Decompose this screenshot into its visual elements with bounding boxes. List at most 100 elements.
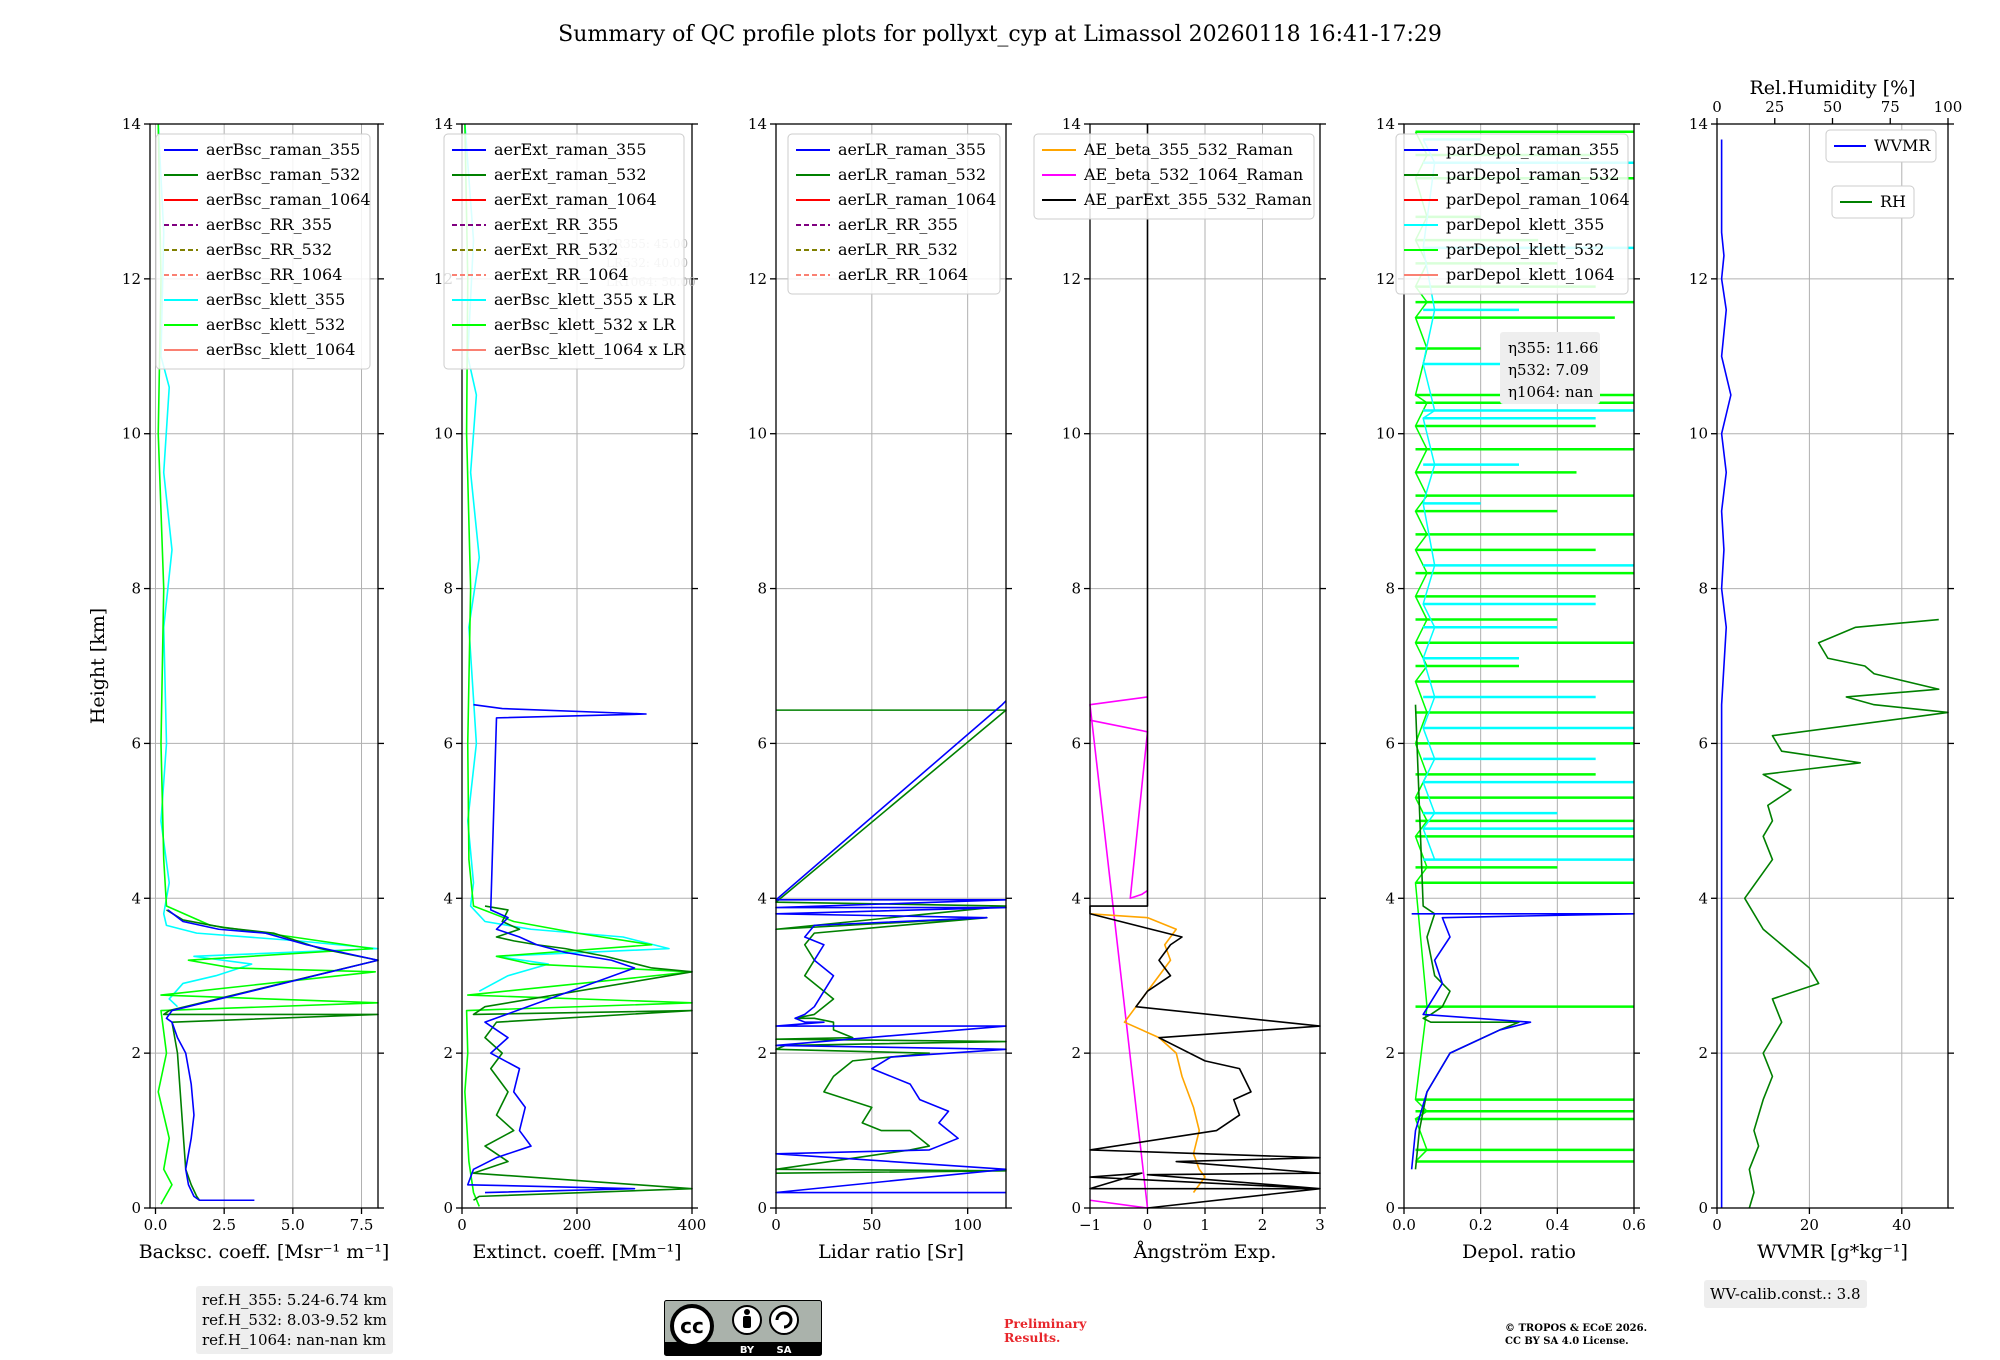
- panel-5-legend-label: parDepol_raman_532: [1446, 165, 1619, 184]
- panel-3-legend-label: aerLR_RR_1064: [838, 265, 968, 284]
- panel-4-series-ae-parext-355-532-raman: [1089, 124, 1321, 1209]
- svg-text:cc: cc: [680, 1314, 704, 1338]
- panel-3-legend-box: [787, 133, 1001, 295]
- panel-6-ytick-label: 2: [1698, 1044, 1708, 1062]
- ref-height-1064: ref.H_1064: nan-nan km: [202, 1331, 387, 1349]
- panel-2-legend-box: [443, 133, 685, 370]
- panel-5-xlabel: Depol. ratio: [1462, 1241, 1576, 1263]
- panel-5-eta-text: η532: 7.09: [1508, 361, 1589, 379]
- panel-1-ytick-label: 14: [122, 115, 141, 133]
- panel-2-series-aerext-raman-355: [466, 703, 647, 1194]
- panel-4-legend-label: AE_beta_355_532_Raman: [1083, 140, 1293, 159]
- panel-4-ytick-label: 8: [1071, 580, 1081, 598]
- panel-2-legend-label: aerExt_RR_1064: [494, 265, 629, 284]
- panel-2-legend-label: aerBsc_klett_1064 x LR: [494, 340, 686, 359]
- panel-2-ytick-label: 4: [443, 889, 453, 907]
- panel-5-xtick-label: 0.2: [1469, 1216, 1493, 1234]
- panel-5-legend-label: parDepol_klett_1064: [1446, 265, 1615, 284]
- panel-4-legend-label: AE_beta_532_1064_Raman: [1083, 165, 1303, 184]
- panel-2-ytick-label: 8: [443, 580, 453, 598]
- panel-3-ytick-label: 12: [748, 270, 767, 288]
- panel-3-legend-label: aerLR_raman_1064: [838, 190, 996, 209]
- panel-3-ytick-label: 2: [757, 1044, 767, 1062]
- panel-2-ytick-label: 10: [434, 425, 453, 443]
- panel-2-series-aerbsc-klett-532-x-lr: [464, 123, 693, 1207]
- panel-5-ytick-label: 2: [1385, 1044, 1395, 1062]
- panel-1-frame: [149, 123, 379, 1209]
- panel-6-ytick-label: 4: [1698, 889, 1708, 907]
- panel-2-xtick-label: 0: [457, 1216, 467, 1234]
- figure-title: Summary of QC profile plots for pollyxt_…: [558, 22, 1442, 47]
- panel-1-xtick-label: 2.5: [212, 1216, 236, 1234]
- panel-6-ytick-label: 6: [1698, 734, 1708, 752]
- panel-3-frame: [775, 123, 1007, 1209]
- panel-6-top-xtick-label: 100: [1934, 98, 1963, 116]
- panel-6-xtick-label: 40: [1892, 1216, 1911, 1234]
- panel-6-top-xtick-label: 50: [1823, 98, 1842, 116]
- panel-1-legend-label: aerBsc_RR_532: [206, 240, 332, 259]
- panel-6-xlabel: WVMR [g*kg⁻¹]: [1757, 1241, 1908, 1263]
- panel-1-ytick-label: 10: [122, 425, 141, 443]
- panel-1-series-aerbsc-raman-355: [165, 909, 379, 1202]
- ref-height-355: ref.H_355: 5.24-6.74 km: [202, 1291, 387, 1309]
- panel-3-legend-label: aerLR_raman_355: [838, 140, 986, 159]
- panel-2-legend-label: aerBsc_klett_532 x LR: [494, 315, 676, 334]
- panel-1-ytick-label: 2: [131, 1044, 141, 1062]
- panel-6-ytick-label: 14: [1689, 115, 1708, 133]
- panel-2-ytick-label: 0: [443, 1199, 453, 1217]
- panel-3-ytick-label: 6: [757, 734, 767, 752]
- panel-2-legend-label: aerExt_raman_1064: [494, 190, 657, 209]
- panel-4-legend-box: [1033, 133, 1315, 220]
- panel-5-ytick-label: 14: [1376, 115, 1395, 133]
- panel-5-eta-text: η355: 11.66: [1508, 339, 1598, 357]
- panel-3-legend-label: aerLR_raman_532: [838, 165, 986, 184]
- panel-4-xtick-label: 2: [1258, 1216, 1268, 1234]
- panel-4-ytick-label: 10: [1062, 425, 1081, 443]
- panel-6-legend-label-wvmr: WVMR: [1874, 136, 1931, 155]
- panel-5-series-pardepol-raman-355: [1410, 912, 1635, 1170]
- panel-5-ytick-label: 0: [1385, 1199, 1395, 1217]
- panel-6-ytick-label: 8: [1698, 580, 1708, 598]
- panel-4-ytick-label: 14: [1062, 115, 1081, 133]
- panel-6-top-xtick-label: 75: [1881, 98, 1900, 116]
- panel-2-legend-label: aerBsc_klett_355 x LR: [494, 290, 676, 309]
- preliminary-line-1: Preliminary: [1004, 1316, 1087, 1331]
- panel-1-ytick-label: 8: [131, 580, 141, 598]
- panel-1-legend-label: aerBsc_RR_1064: [206, 265, 342, 284]
- panel-5-ytick-label: 10: [1376, 425, 1395, 443]
- panel-6-xtick-label: 0: [1712, 1216, 1722, 1234]
- panel-3-ytick-label: 10: [748, 425, 767, 443]
- panel-6-top-xlabel: Rel.Humidity [%]: [1749, 77, 1915, 99]
- ref-height-532: ref.H_532: 8.03-9.52 km: [202, 1311, 387, 1329]
- panel-5-ytick-label: 6: [1385, 734, 1395, 752]
- panel-1-xlabel: Backsc. coeff. [Msr⁻¹ m⁻¹]: [139, 1241, 390, 1263]
- panel-5-xtick-label: 0.0: [1392, 1216, 1416, 1234]
- panel-3-xtick-label: 0: [771, 1216, 781, 1234]
- panel-3-legend-label: aerLR_RR_532: [838, 240, 958, 259]
- copyright-line-1: © TROPOS & ECoE 2026.: [1505, 1323, 1648, 1334]
- copyright-notice: © TROPOS & ECoE 2026. CC BY SA 4.0 Licen…: [1505, 1322, 1647, 1348]
- wv-calib-text: WV-calib.const.: 3.8: [1710, 1285, 1861, 1303]
- panel-6-legend-label-rh: RH: [1880, 192, 1906, 211]
- panel-1-ytick-label: 4: [131, 889, 141, 907]
- panel-2-xtick-label: 200: [563, 1216, 592, 1234]
- panel-4-ytick-label: 12: [1062, 270, 1081, 288]
- panel-4-xtick-label: 1: [1200, 1216, 1210, 1234]
- panel-1-xtick-label: 5.0: [281, 1216, 305, 1234]
- panel-1-legend-label: aerBsc_raman_1064: [206, 190, 371, 209]
- panel-6-xtick-label: 20: [1800, 1216, 1819, 1234]
- panel-1-series-aerbsc-klett-532: [157, 123, 379, 1205]
- panel-5-legend-label: parDepol_raman_355: [1446, 140, 1619, 159]
- panel-5-xtick-label: 0.6: [1622, 1216, 1646, 1234]
- panel-5-legend-label: parDepol_raman_1064: [1446, 190, 1630, 209]
- panel-4-series-ae-beta-532-1064-raman-lower: [1089, 719, 1149, 900]
- panel-1-legend-label: aerBsc_klett_1064: [206, 340, 355, 359]
- panel-4-legend-label: AE_parExt_355_532_Raman: [1083, 190, 1312, 209]
- panel-6-ytick-label: 0: [1698, 1199, 1708, 1217]
- panel-3-xtick-label: 100: [953, 1216, 982, 1234]
- panel-4-xlabel: Ångström Exp.: [1133, 1241, 1277, 1263]
- panel-5-eta-text: η1064: nan: [1508, 383, 1594, 401]
- panel-6-ytick-label: 10: [1689, 425, 1708, 443]
- panel-6-top-xtick-label: 25: [1765, 98, 1784, 116]
